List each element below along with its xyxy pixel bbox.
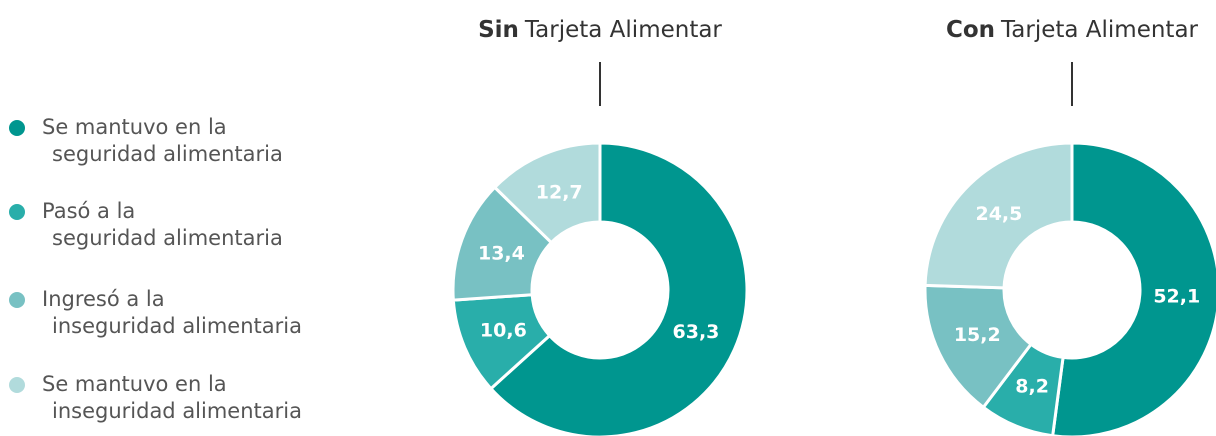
legend-label: Pasó a la seguridad alimentaria	[42, 199, 283, 250]
title-rest: Tarjeta Alimentar	[524, 17, 723, 43]
value-label: 52,1	[1153, 285, 1200, 307]
value-label: 12,7	[536, 182, 583, 204]
legend-swatch	[9, 204, 25, 220]
donut-slice	[488, 141, 749, 436]
legend-label: Se mantuvo en la inseguridad alimentaria	[42, 372, 302, 423]
value-label: 8,2	[1015, 376, 1049, 398]
donut-slice	[923, 141, 1074, 290]
value-label: 15,2	[954, 324, 1001, 346]
legend-label: Se mantuvo en la seguridad alimentaria	[42, 115, 283, 166]
chart-title: Sin Tarjeta Alimentar	[478, 17, 722, 43]
title-bold: Sin	[478, 17, 519, 43]
value-label: 24,5	[975, 203, 1022, 225]
title-rest: Tarjeta Alimentar	[1000, 17, 1199, 43]
value-label: 13,4	[478, 242, 525, 264]
legend-label: Ingresó a la inseguridad alimentaria	[42, 287, 302, 338]
legend-swatch	[9, 120, 25, 136]
title-bold: Con	[946, 17, 995, 43]
legend-swatch	[9, 377, 25, 393]
donut-slice	[492, 141, 602, 245]
chart-title: Con Tarjeta Alimentar	[946, 17, 1199, 43]
donut-slice	[1051, 141, 1216, 436]
legend-swatch	[9, 292, 25, 308]
value-label: 63,3	[673, 321, 720, 343]
value-label: 10,6	[480, 320, 527, 342]
